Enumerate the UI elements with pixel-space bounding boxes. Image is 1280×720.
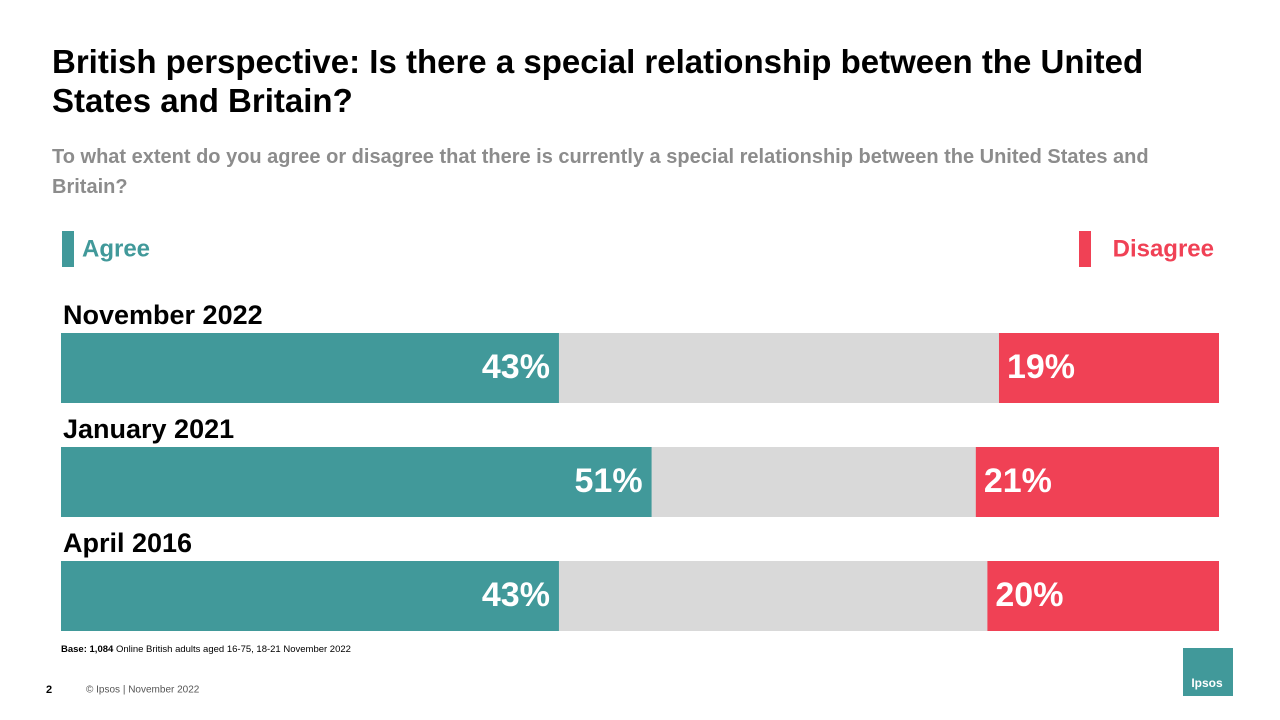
bar xyxy=(61,447,652,517)
bar xyxy=(998,333,1219,403)
value-label: 43% xyxy=(482,348,550,386)
bar xyxy=(987,561,1219,631)
page-number: 2 xyxy=(46,684,52,696)
category-label: April 2016 xyxy=(63,528,192,558)
base-text: Online British adults aged 16-75, 18-21 … xyxy=(116,644,351,655)
category-label: November 2022 xyxy=(63,300,263,330)
chart-title: British perspective: Is there a special … xyxy=(52,43,1144,119)
value-label: 21% xyxy=(984,462,1052,500)
copyright: © Ipsos | November 2022 xyxy=(86,685,200,696)
legend-swatch xyxy=(1079,231,1091,267)
value-label: 43% xyxy=(482,576,550,614)
legend-label: Agree xyxy=(82,235,150,262)
bar xyxy=(61,333,559,403)
legend-swatch xyxy=(62,231,74,267)
legend-label: Disagree xyxy=(1113,235,1214,262)
bar xyxy=(61,561,559,631)
base-count: 1,084 xyxy=(90,644,114,655)
value-label: 19% xyxy=(1007,348,1075,386)
value-label: 51% xyxy=(575,462,643,500)
chart-subtitle: To what extent do you agree or disagree … xyxy=(52,146,1149,198)
logo-box xyxy=(1183,648,1233,696)
logo: Ipsos xyxy=(1191,676,1223,690)
value-label: 20% xyxy=(995,576,1063,614)
base-label: Base: xyxy=(61,644,87,655)
category-label: January 2021 xyxy=(63,414,234,444)
bar xyxy=(975,447,1219,517)
footnote: Base: 1,084 Online British adults aged 1… xyxy=(61,644,351,655)
